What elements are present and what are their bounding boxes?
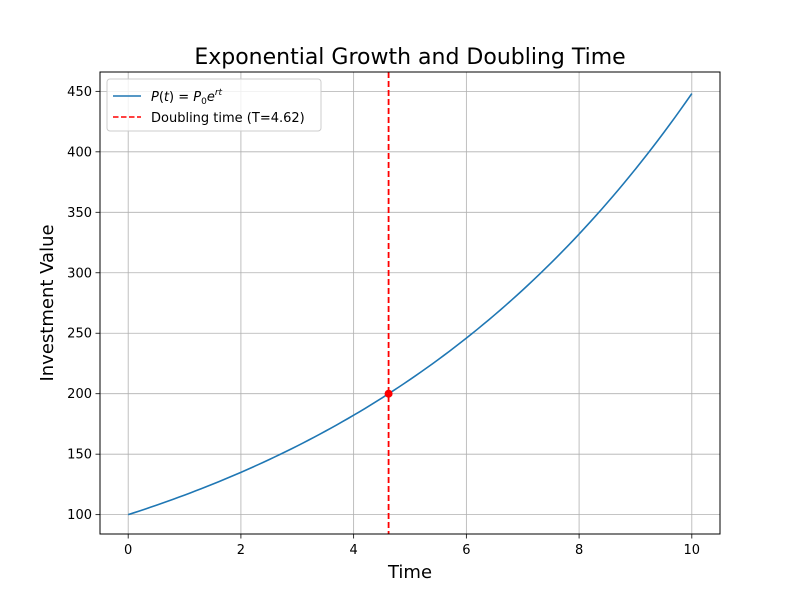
legend: P(t) = P0ert Doubling time (T=4.62)	[106, 78, 322, 132]
x-axis: 0 2 4 6 8 10	[124, 534, 700, 558]
legend-growth-paren-open: (	[159, 90, 164, 105]
y-tick-label: 200	[67, 387, 92, 402]
x-tick-label: 0	[124, 543, 132, 558]
legend-growth-sub: 0	[201, 97, 207, 107]
x-axis-label: Time	[387, 562, 432, 583]
y-tick-label: 300	[67, 266, 92, 281]
y-tick-label: 150	[67, 448, 92, 463]
legend-label-doubling: Doubling time (T=4.62)	[151, 111, 305, 126]
y-axis: 100 150 200 250 300 350 400 450	[67, 85, 100, 523]
y-axis-label: Investment Value	[37, 224, 58, 381]
y-tick-label: 350	[67, 206, 92, 221]
plot-frame	[99, 71, 721, 535]
doubling-point-marker	[384, 389, 393, 398]
legend-box	[106, 78, 322, 132]
legend-growth-lhs: P	[151, 90, 159, 105]
legend-growth-eq: = P	[174, 90, 201, 105]
legend-growth-arg: t	[164, 90, 170, 105]
legend-growth-paren-close: )	[169, 90, 174, 105]
plot-data	[127, 72, 693, 534]
y-tick-label: 450	[67, 85, 92, 100]
y-tick-label: 250	[67, 327, 92, 342]
chart-title: Exponential Growth and Doubling Time	[194, 45, 625, 70]
x-tick-label: 10	[684, 543, 701, 558]
x-tick-label: 6	[462, 543, 470, 558]
y-tick-label: 400	[67, 145, 92, 160]
x-tick-label: 2	[237, 543, 245, 558]
legend-growth-e: e	[207, 90, 215, 105]
legend-growth-exp: rt	[215, 88, 223, 98]
y-tick-label: 100	[67, 508, 92, 523]
grid	[100, 72, 720, 534]
growth-curve	[127, 93, 693, 516]
x-tick-label: 8	[575, 543, 583, 558]
legend-label-growth: P(t) = P0ert	[151, 88, 223, 107]
x-tick-label: 4	[349, 543, 357, 558]
